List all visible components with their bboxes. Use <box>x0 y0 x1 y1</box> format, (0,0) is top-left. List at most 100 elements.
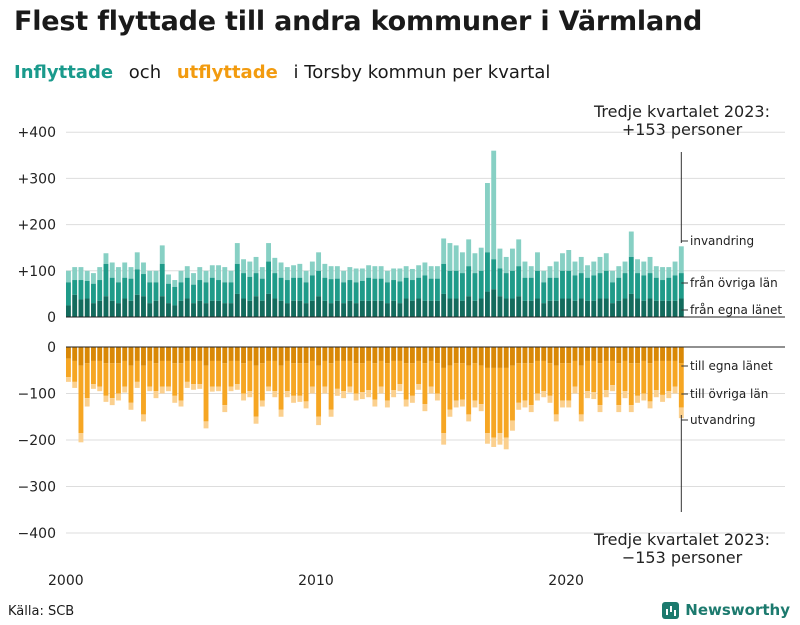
bar-in-ovriga-lan <box>353 282 359 304</box>
bar-in-invandring <box>247 261 253 277</box>
bar-out-ovriga-lan <box>378 360 384 387</box>
bar-out-egna-lanet <box>303 347 309 364</box>
bar-in-invandring <box>366 265 372 278</box>
bar-out-utvandring <box>547 395 553 403</box>
bar-out-utvandring <box>203 421 209 429</box>
bar-in-invandring <box>147 270 153 283</box>
bar-out-utvandring <box>172 395 178 403</box>
bar-in-egna-lanet <box>253 296 259 317</box>
bar-in-ovriga-lan <box>478 270 484 299</box>
bar-out-ovriga-lan <box>416 360 422 385</box>
bar-in-egna-lanet <box>391 300 397 317</box>
bar-out-egna-lanet <box>172 347 178 364</box>
bar-out-ovriga-lan <box>103 363 109 396</box>
bar-in-ovriga-lan <box>428 278 434 301</box>
bar-out-ovriga-lan <box>666 360 672 392</box>
bar-in-ovriga-lan <box>391 280 397 301</box>
bar-out-egna-lanet <box>178 347 184 364</box>
bar-out-ovriga-lan <box>491 367 497 438</box>
series-label-out: till övriga län <box>690 387 768 401</box>
bar-in-ovriga-lan <box>209 277 215 301</box>
bar-in-invandring <box>472 253 478 274</box>
bar-in-invandring <box>134 252 140 270</box>
bar-in-invandring <box>397 268 403 282</box>
bar-in-egna-lanet <box>641 300 647 317</box>
bar-in-ovriga-lan <box>553 277 559 301</box>
bar-in-invandring <box>428 266 434 279</box>
bar-out-utvandring <box>603 390 609 398</box>
bar-in-egna-lanet <box>603 298 609 317</box>
bar-out-egna-lanet <box>528 347 534 364</box>
bar-in-ovriga-lan <box>266 261 271 294</box>
bar-in-invandring <box>122 262 128 278</box>
bar-out-ovriga-lan <box>541 360 547 392</box>
bar-in-invandring <box>209 265 215 278</box>
annotation-bottom-line1: Tredje kvartalet 2023: <box>593 530 770 549</box>
bar-out-ovriga-lan <box>597 363 603 406</box>
bar-out-egna-lanet <box>647 347 653 364</box>
bar-out-egna-lanet <box>597 347 603 364</box>
bar-out-egna-lanet <box>309 347 315 361</box>
bar-in-egna-lanet <box>91 303 96 317</box>
bar-out-utvandring <box>522 400 528 408</box>
bar-in-ovriga-lan <box>578 273 584 299</box>
bar-out-ovriga-lan <box>266 360 271 387</box>
bar-out-egna-lanet <box>241 347 246 364</box>
bar-in-invandring <box>278 262 284 278</box>
bar-out-ovriga-lan <box>653 360 659 391</box>
bar-out-utvandring <box>328 409 334 417</box>
bar-out-egna-lanet <box>134 347 140 361</box>
bar-in-invandring <box>572 261 578 276</box>
bar-out-utvandring <box>159 386 165 394</box>
bar-in-egna-lanet <box>516 296 522 317</box>
bar-in-invandring <box>216 265 221 281</box>
bar-out-utvandring <box>653 390 659 398</box>
bar-out-ovriga-lan <box>485 367 490 434</box>
chart-title: Flest flyttade till andra kommuner i Vär… <box>14 6 703 37</box>
bar-out-utvandring <box>241 393 246 401</box>
bar-out-egna-lanet <box>84 347 90 364</box>
bar-in-egna-lanet <box>272 298 278 317</box>
bar-in-egna-lanet <box>266 293 271 317</box>
bar-out-utvandring <box>434 393 440 401</box>
bar-out-utvandring <box>97 386 103 392</box>
bar-out-ovriga-lan <box>184 360 190 382</box>
bar-in-egna-lanet <box>647 298 653 317</box>
bar-out-egna-lanet <box>553 347 559 366</box>
bar-in-egna-lanet <box>284 303 290 317</box>
bar-out-egna-lanet <box>228 347 234 361</box>
bar-in-invandring <box>678 246 684 274</box>
bar-out-utvandring <box>234 384 240 390</box>
bar-in-egna-lanet <box>328 303 334 317</box>
bar-out-utvandring <box>84 398 90 407</box>
bar-out-utvandring <box>253 416 259 424</box>
bar-in-invandring <box>153 270 159 283</box>
bar-in-egna-lanet <box>184 298 190 317</box>
bar-in-egna-lanet <box>97 300 103 317</box>
bar-out-ovriga-lan <box>428 360 434 387</box>
bar-out-ovriga-lan <box>272 360 278 392</box>
bar-out-ovriga-lan <box>516 363 522 403</box>
bar-in-egna-lanet <box>541 303 547 317</box>
bar-in-invandring <box>334 266 340 279</box>
bar-out-utvandring <box>566 400 572 408</box>
bar-out-utvandring <box>597 405 603 413</box>
bar-in-invandring <box>228 270 234 283</box>
bar-in-invandring <box>591 261 597 276</box>
bar-in-invandring <box>522 261 528 278</box>
bar-out-utvandring <box>541 391 547 398</box>
bar-in-invandring <box>184 266 190 278</box>
bar-in-ovriga-lan <box>78 280 84 300</box>
bar-in-ovriga-lan <box>341 282 347 304</box>
bar-in-egna-lanet <box>403 298 409 317</box>
bar-in-invandring <box>259 267 265 279</box>
bar-in-egna-lanet <box>141 296 146 317</box>
bar-out-ovriga-lan <box>253 365 259 417</box>
bar-in-invandring <box>347 267 353 281</box>
bar-out-egna-lanet <box>403 347 409 364</box>
bar-out-ovriga-lan <box>359 363 365 393</box>
bar-in-ovriga-lan <box>66 282 71 306</box>
bar-out-utvandring <box>459 399 465 407</box>
bar-out-egna-lanet <box>366 347 372 361</box>
bar-in-invandring <box>172 280 178 287</box>
